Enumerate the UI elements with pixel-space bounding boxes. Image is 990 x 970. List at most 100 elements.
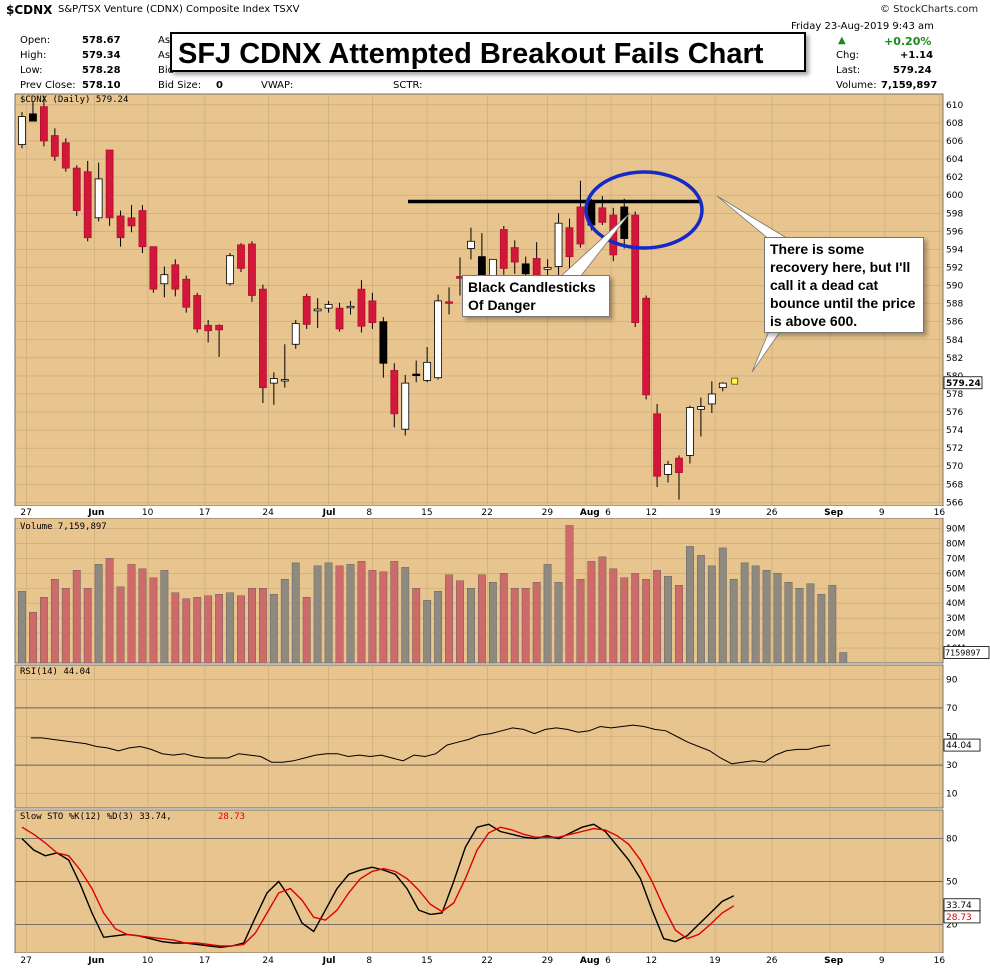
high-value: 579.34 [82,50,121,61]
volume-bar [762,570,771,664]
candle-body [445,301,453,304]
volume-bar [50,579,59,664]
date-tick-label: 6 [605,956,611,966]
volume-bar [171,592,180,664]
candle-body [50,135,59,157]
up-arrow-icon: ▲ [838,35,846,46]
candle-body [412,373,421,376]
stoch-k-tag-label: 33.74 [946,901,972,911]
candle-body [313,308,322,312]
volume-bar [401,567,410,664]
rsi-last-tag-label: 44.04 [946,741,972,751]
candle-body [434,300,443,379]
candle-body [631,214,640,323]
candle-body [576,206,585,245]
candle-body [467,240,475,249]
stoch-panel-label: Slow STO %K(12) %D(3) 33.74, [20,812,172,822]
last-price-tag [943,376,983,390]
volume-bar [488,582,497,664]
high-label: High: [20,50,47,61]
black-candles-callout: Black Candlesticks Of Danger [462,275,610,317]
price-tick-label: 572 [946,444,963,454]
date-tick-label: 24 [262,956,274,966]
rsi-tick-label: 50 [946,733,958,743]
price-tick-label: 592 [946,263,963,273]
date-tick-label: 15 [421,956,432,966]
volume-bar [478,574,486,664]
candle-body [357,288,366,327]
candle-body [499,229,508,269]
sctr-label: SCTR: [393,80,423,91]
price-tick-label: 594 [946,245,963,255]
candle-body [215,324,224,331]
volume-bar [291,562,300,664]
last-label: Last: [836,65,861,76]
volume-bar [61,588,70,664]
volume-value: 7,159,897 [881,80,938,91]
stoch-tick-label: 50 [946,878,958,888]
recovery-callout: There is some recovery here, but I'll ca… [764,237,924,333]
date-tick-label: 26 [766,508,778,518]
price-tick-label: 598 [946,209,963,219]
volume-bar [740,562,749,664]
date-tick-label: 29 [542,508,554,518]
volume-tick-label: 20M [946,629,965,639]
candle-body [94,178,103,219]
volume-bar [467,588,475,664]
date-tick-label: Aug [580,508,600,518]
stoch-d-tag-label: 28.73 [946,913,972,923]
candle-body [280,379,289,382]
candle-body [61,142,70,169]
date-tick-label: 12 [646,956,657,966]
candle-body [521,263,530,275]
date-tick-label: 22 [481,508,492,518]
date-tick-label: 19 [709,956,721,966]
symbol: $CDNX [6,3,53,17]
candle-body [302,295,311,325]
volume-bar [817,594,826,664]
prev-close-label: Prev Close: [20,80,76,91]
candle-body [543,267,552,270]
volume-tick-label: 40M [946,599,965,609]
volume-bar [302,597,311,664]
date-tick-label: 19 [709,508,721,518]
price-tick-label: 582 [946,354,963,364]
date-tick-label: Jul [322,956,336,966]
volume-bar [127,564,136,664]
price-panel-label: $CDNX (Daily) 579.24 [20,95,128,105]
volume-bar [565,525,574,664]
last-price-tag-label: 579.24 [946,379,981,389]
volume-bar [94,564,103,664]
open-value: 578.67 [82,35,121,46]
bid-size-label: Bid Size: [158,80,202,91]
volume-bar [40,597,48,664]
volume-bar [609,568,618,664]
date-tick-label: Sep [824,956,844,966]
candle-body [149,246,158,290]
candle-body [346,305,355,309]
volume-bar [149,577,158,664]
volume-bar [324,562,333,664]
volume-bar [29,611,37,664]
date-tick-label: Jun [87,956,104,966]
vwap-label: VWAP: [261,80,294,91]
prev-close-value: 578.10 [82,80,121,91]
volume-bar [215,594,223,664]
candle-body [335,307,344,330]
volume-bar [269,594,278,664]
volume-bar [445,574,453,664]
volume-bar [718,547,727,664]
stoch-d-value: 28.73 [218,812,245,822]
volume-bar [729,579,738,664]
bid-label: Bid [158,65,174,76]
date-tick-label: 17 [199,508,210,518]
price-tick-label: 584 [946,336,963,346]
low-label: Low: [20,65,43,76]
candle-body [105,149,114,219]
rsi-tick-label: 90 [946,675,958,685]
candle-body [368,300,377,323]
volume-bar [368,570,377,664]
open-label: Open: [20,35,51,46]
chg-value: +1.14 [900,50,934,61]
